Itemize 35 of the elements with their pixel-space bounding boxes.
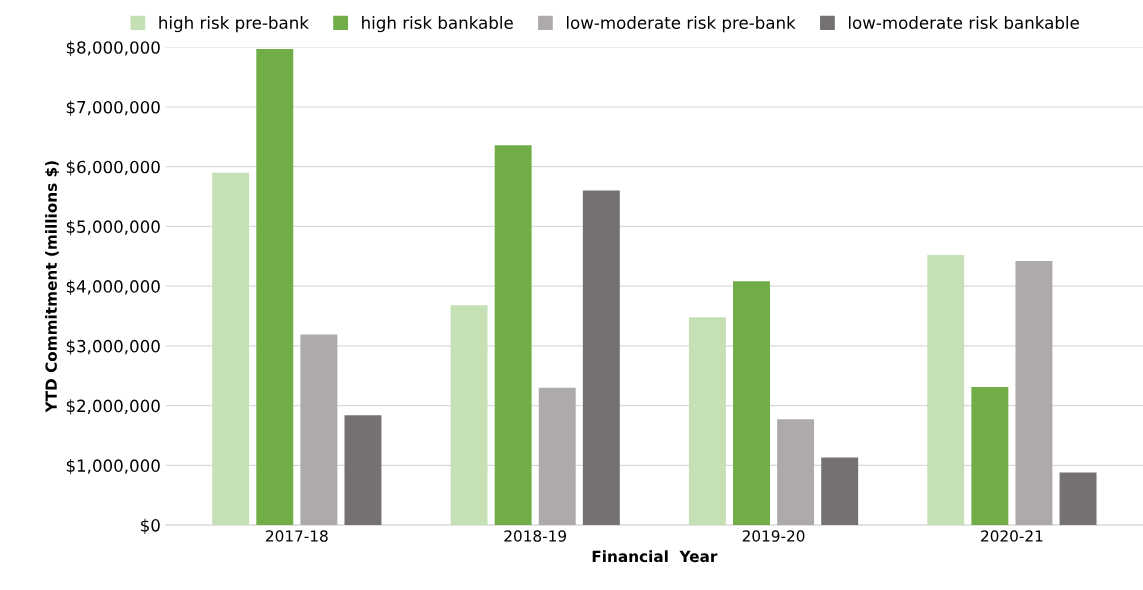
bar: [777, 419, 815, 526]
bar: [971, 387, 1009, 526]
x-tick-label: 2018-19: [504, 530, 567, 542]
y-tick-label: $8,000,000: [66, 40, 160, 56]
x-tick-label: 2019-20: [742, 530, 805, 542]
bar: [582, 190, 620, 526]
x-tick-label: 2020-21: [981, 530, 1043, 542]
y-tick-label: $7,000,000: [66, 100, 160, 116]
bar: [733, 281, 770, 526]
y-tick-label: $5,000,000: [66, 220, 160, 236]
bar: [450, 305, 488, 526]
bar: [300, 334, 338, 526]
bar: [212, 172, 250, 526]
legend-label: high risk pre-bank: [159, 16, 309, 33]
x-axis-title: Financial Year: [592, 550, 718, 563]
y-tick-label: $0: [141, 518, 160, 534]
y-tick-label: $6,000,000: [66, 160, 160, 176]
y-axis-title: YTD Commitment (millions $): [45, 161, 59, 413]
y-tick-label: $3,000,000: [66, 339, 160, 355]
legend-label: low-moderate risk bankable: [848, 16, 1079, 29]
bar: [256, 48, 294, 526]
bar: [344, 415, 382, 526]
bar: [688, 317, 726, 526]
bar: [1059, 472, 1097, 526]
bar: [538, 387, 576, 526]
legend-label: low-moderate risk pre-bank: [566, 16, 796, 33]
bar: [927, 255, 965, 526]
bar: [1015, 261, 1053, 526]
legend-label: high risk bankable: [362, 16, 513, 33]
bar: [494, 145, 532, 526]
y-tick-label: $4,000,000: [66, 279, 160, 295]
y-tick-label: $1,000,000: [66, 459, 160, 475]
x-tick-label: 2017-18: [266, 530, 328, 542]
y-tick-label: $2,000,000: [66, 399, 160, 415]
bar: [821, 457, 859, 526]
